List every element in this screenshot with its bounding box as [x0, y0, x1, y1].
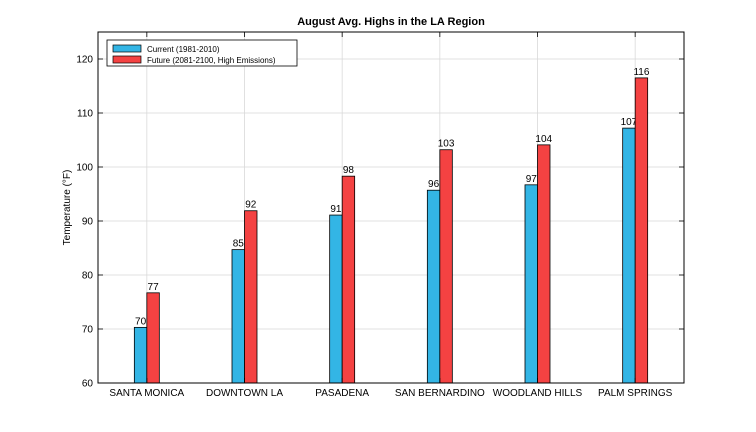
legend: Current (1981-2010) Future (2081-2100, Hi… — [106, 39, 298, 67]
grid-lines — [98, 32, 684, 383]
y-tick-label: 120 — [76, 55, 93, 66]
x-tick-label: PALM SPRINGS — [598, 388, 673, 399]
x-tick-label: SAN BERNARDINO — [395, 388, 485, 399]
x-tick-label: DOWNTOWN LA — [206, 388, 283, 399]
y-tick-label: 90 — [82, 217, 94, 228]
y-axis-label: Temperature (°F) — [62, 170, 73, 246]
bar-future — [244, 210, 258, 384]
data-label: 103 — [438, 139, 455, 150]
plot-frame — [97, 31, 685, 384]
bar-future — [341, 175, 356, 384]
legend-swatch — [112, 55, 142, 64]
bar-current — [231, 249, 245, 384]
data-label: 77 — [148, 282, 160, 293]
chart-title: August Avg. Highs in the LA Region — [297, 16, 485, 28]
legend-swatch — [112, 44, 142, 53]
x-tick-label: PASADENA — [315, 388, 369, 399]
data-label: 107 — [621, 117, 638, 128]
data-label: 104 — [535, 134, 552, 145]
x-tick-label: WOODLAND HILLS — [493, 388, 583, 399]
data-label: 98 — [343, 165, 355, 176]
data-label: 92 — [245, 200, 257, 211]
y-tick-label: 110 — [77, 109, 93, 120]
bar-future — [634, 77, 649, 384]
y-tick-label: 60 — [82, 379, 94, 390]
bar-current — [426, 189, 441, 384]
data-label: 97 — [526, 174, 538, 185]
bar-future — [537, 144, 551, 384]
bar-future — [439, 149, 453, 384]
data-label: 91 — [330, 204, 342, 215]
data-label: 116 — [633, 67, 649, 78]
data-label: 70 — [135, 316, 147, 327]
y-tick-label: 80 — [82, 271, 94, 282]
axis-ticks: 60 70 80 90 100 110 120 SANTA MONICA DOWNTOWN LA… — [76, 32, 684, 399]
legend-entry: Future (2081-2100, High Emissions) — [147, 56, 276, 65]
bar-future — [146, 292, 160, 384]
bar-current — [329, 214, 343, 384]
bars: 70 85 91 96 97 107 77 92 98 103 104 116 — [133, 67, 650, 384]
bar-current — [622, 127, 636, 384]
bar-current — [133, 326, 148, 384]
legend-entry: Current (1981-2010) — [147, 45, 220, 54]
y-tick-label: 100 — [76, 163, 93, 174]
y-tick-label: 70 — [82, 325, 94, 336]
data-label: 96 — [428, 179, 440, 190]
data-label: 85 — [233, 239, 245, 250]
x-tick-label: SANTA MONICA — [109, 388, 184, 399]
bar-current — [524, 184, 538, 384]
